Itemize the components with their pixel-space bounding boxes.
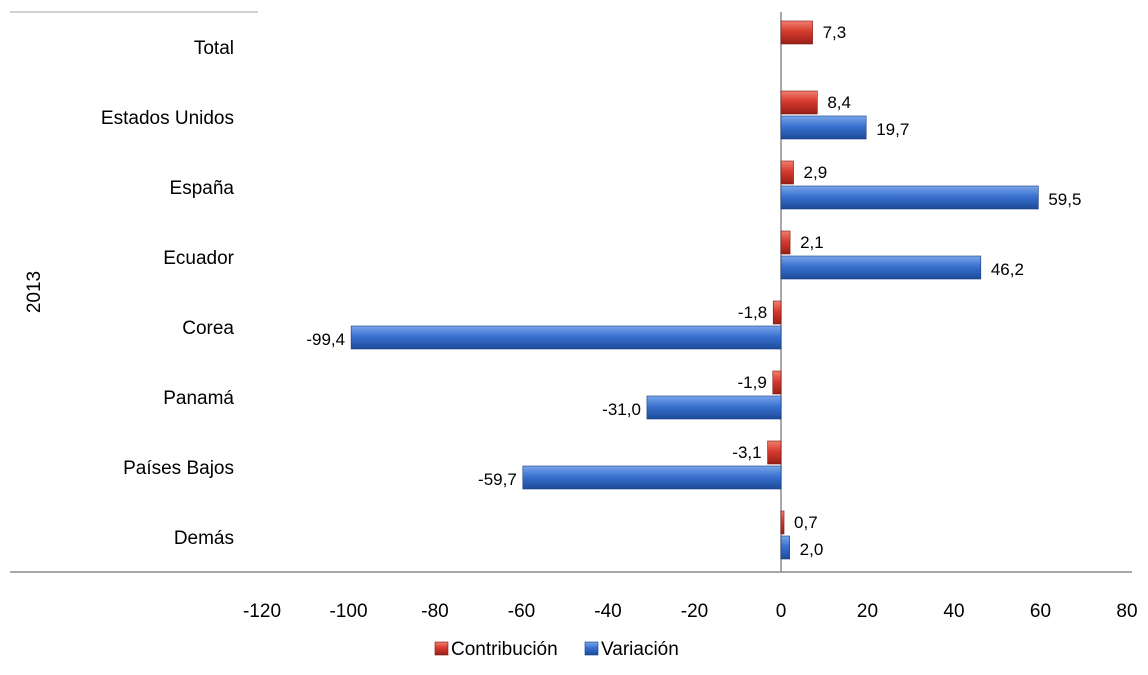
contribucion-bar	[772, 370, 782, 395]
category-label: Total	[194, 38, 234, 59]
variacion-bar	[522, 465, 782, 490]
variacion-data-label: -99,4	[306, 330, 345, 349]
labels-layer: Total Estados Unidos España Ecuador Corea Pan…	[101, 23, 1082, 559]
contribucion-bar	[780, 510, 785, 535]
variacion-bar	[780, 255, 982, 280]
x-tick-label: -60	[508, 601, 535, 622]
bars-layer	[350, 20, 1039, 560]
group-label: 2013	[24, 271, 45, 313]
contribucion-data-label: 8,4	[827, 93, 851, 112]
variacion-bar	[780, 185, 1039, 210]
x-tick-label: -20	[681, 601, 708, 622]
variacion-data-label: 46,2	[991, 260, 1024, 279]
contribucion-data-label: -1,9	[737, 373, 766, 392]
variacion-data-label: -59,7	[478, 470, 517, 489]
category-label: Países Bajos	[123, 458, 234, 479]
x-tick-label: 80	[1116, 601, 1137, 622]
variacion-data-label: 19,7	[876, 120, 909, 139]
legend-label-variacion: Variación	[601, 639, 679, 660]
legend-label-contribucion: Contribución	[451, 639, 558, 660]
contribucion-bar	[780, 20, 813, 45]
x-tick-label: -120	[243, 601, 281, 622]
category-label: Corea	[182, 318, 234, 339]
contribucion-bar	[772, 300, 782, 325]
legend-swatch-contribucion	[434, 641, 449, 656]
contribucion-data-label: 2,9	[804, 163, 828, 182]
x-tick-label: 60	[1030, 601, 1051, 622]
x-tick-label: 0	[776, 601, 787, 622]
variacion-data-label: 59,5	[1048, 190, 1081, 209]
contribucion-data-label: -3,1	[732, 443, 761, 462]
contribucion-bar	[780, 230, 791, 255]
x-tick-label: 20	[857, 601, 878, 622]
variacion-data-label: 2,0	[800, 540, 824, 559]
contribucion-data-label: -1,8	[738, 303, 767, 322]
category-label: España	[170, 178, 235, 199]
legend: Contribución Variación	[434, 639, 679, 660]
variacion-bar	[646, 395, 782, 420]
variacion-data-label: -31,0	[602, 400, 641, 419]
contribucion-data-label: 0,7	[794, 513, 818, 532]
x-tick-label: 40	[943, 601, 964, 622]
contribucion-data-label: 7,3	[823, 23, 847, 42]
contribucion-data-label: 2,1	[800, 233, 824, 252]
category-label: Demás	[174, 528, 234, 549]
variacion-bar	[350, 325, 782, 350]
contribucion-bar	[767, 440, 782, 465]
legend-swatch-variacion	[584, 641, 599, 656]
category-label: Ecuador	[163, 248, 234, 269]
x-tick-label: -40	[594, 601, 621, 622]
x-tick-label: -80	[421, 601, 448, 622]
contribucion-bar	[780, 90, 818, 115]
contribucion-bar	[780, 160, 794, 185]
variacion-bar	[780, 115, 867, 140]
variacion-bar	[780, 535, 790, 560]
x-tick-label: -100	[329, 601, 367, 622]
category-label: Estados Unidos	[101, 108, 234, 129]
category-label: Panamá	[163, 388, 234, 409]
